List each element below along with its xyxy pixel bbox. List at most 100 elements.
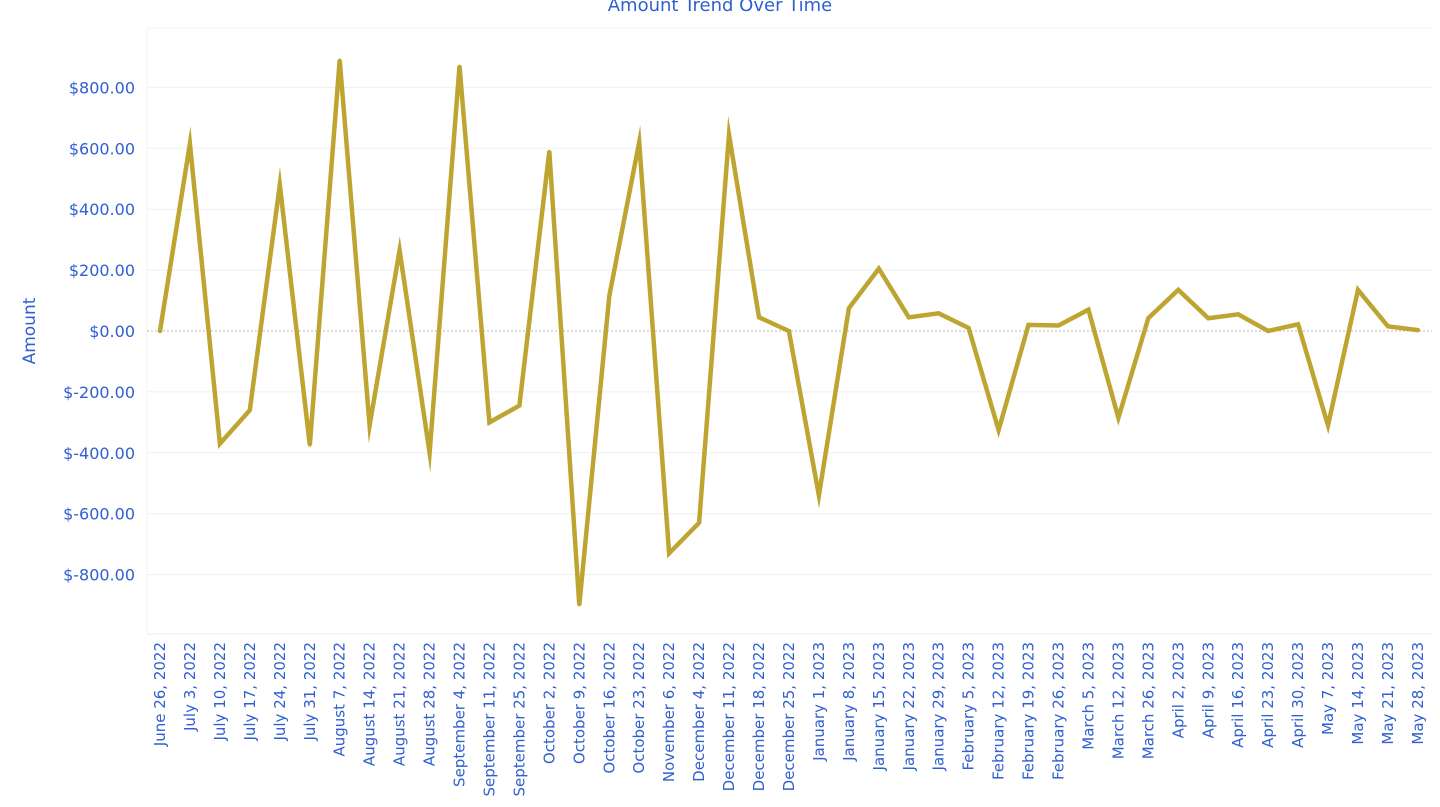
x-tick-label: May 14, 2023: [1349, 642, 1367, 745]
data-point: [428, 451, 432, 455]
x-tick-label: May 21, 2023: [1379, 642, 1397, 745]
x-tick-label: January 1, 2023: [810, 642, 828, 762]
x-tick-label: March 12, 2023: [1109, 642, 1127, 759]
data-point: [248, 408, 252, 412]
data-point: [1176, 288, 1180, 292]
x-tick-label: December 18, 2022: [750, 642, 768, 791]
data-point: [937, 311, 941, 315]
data-point: [338, 58, 342, 62]
x-tick-label: December 4, 2022: [690, 642, 708, 782]
data-point: [727, 133, 731, 137]
x-tick-label: August 14, 2022: [361, 642, 379, 766]
data-point: [1116, 416, 1120, 420]
data-point: [607, 294, 611, 298]
x-tick-label: May 28, 2023: [1409, 642, 1427, 745]
data-point: [997, 428, 1001, 432]
y-tick-label: $-600.00: [63, 505, 135, 524]
x-tick-label: June 26, 2022: [151, 642, 169, 747]
data-point: [188, 142, 192, 146]
x-tick-label: January 29, 2023: [930, 642, 948, 771]
data-point: [517, 404, 521, 408]
data-point: [1416, 328, 1420, 332]
data-point: [1326, 423, 1330, 427]
series-amount: [157, 58, 1421, 607]
data-point: [1206, 316, 1210, 320]
x-tick-label: December 11, 2022: [720, 642, 738, 791]
x-tick-label: April 16, 2023: [1229, 642, 1247, 748]
x-tick-label: February 5, 2023: [960, 642, 978, 771]
data-point: [907, 315, 911, 319]
y-tick-label: $-200.00: [63, 383, 135, 402]
data-point: [547, 149, 551, 153]
x-tick-label: September 4, 2022: [451, 642, 469, 787]
y-axis-ticks: $800.00 $600.00 $400.00 $200.00 $0.00 $-200.0…: [63, 78, 135, 584]
data-point: [577, 603, 581, 607]
x-tick-label: October 2, 2022: [540, 642, 558, 764]
x-tick-label: November 6, 2022: [660, 642, 678, 782]
y-tick-label: $-800.00: [63, 566, 135, 585]
y-tick-label: $600.00: [69, 139, 135, 158]
y-tick-label: $400.00: [69, 200, 135, 219]
data-point: [487, 420, 491, 424]
data-point: [1236, 312, 1240, 316]
x-tick-label: July 17, 2022: [241, 642, 259, 742]
x-tick-label: March 5, 2023: [1079, 642, 1097, 750]
x-tick-label: September 25, 2022: [510, 642, 528, 796]
x-tick-label: February 19, 2023: [1020, 642, 1038, 780]
data-point: [308, 443, 312, 447]
x-tick-label: July 3, 2022: [181, 642, 199, 732]
y-tick-label: $-400.00: [63, 444, 135, 463]
data-point: [1296, 322, 1300, 326]
data-point: [368, 423, 372, 427]
data-point: [637, 140, 641, 144]
x-tick-label: July 31, 2022: [301, 642, 319, 742]
x-tick-label: February 12, 2023: [990, 642, 1008, 780]
x-tick-label: January 8, 2023: [840, 642, 858, 762]
data-point: [278, 183, 282, 187]
chart-title: Amount Trend Over Time: [608, 0, 833, 16]
y-axis-title: Amount: [20, 297, 40, 364]
x-tick-label: April 23, 2023: [1259, 642, 1277, 748]
x-tick-label: August 21, 2022: [391, 642, 409, 766]
x-tick-label: January 22, 2023: [900, 642, 918, 771]
x-axis-ticks: June 26, 2022 July 3, 2022 July 10, 2022 Ju…: [151, 642, 1427, 796]
data-point: [847, 306, 851, 310]
x-tick-label: August 28, 2022: [421, 642, 439, 766]
data-point: [1266, 329, 1270, 333]
data-point: [458, 64, 461, 68]
x-tick-label: April 30, 2023: [1289, 642, 1307, 748]
data-point: [1146, 316, 1150, 320]
series-line: [157, 59, 1421, 606]
y-tick-label: $200.00: [69, 261, 135, 280]
x-tick-label: May 7, 2023: [1319, 642, 1337, 735]
data-point: [787, 329, 791, 333]
x-tick-label: April 9, 2023: [1199, 642, 1217, 738]
data-point: [398, 248, 402, 252]
x-tick-label: October 16, 2022: [600, 642, 618, 774]
x-tick-label: February 26, 2023: [1050, 642, 1068, 780]
x-tick-label: July 10, 2022: [211, 642, 229, 742]
x-tick-label: January 15, 2023: [870, 642, 888, 771]
x-tick-label: December 25, 2022: [780, 642, 798, 791]
x-tick-label: October 9, 2022: [570, 642, 588, 764]
gridlines: [146, 27, 1432, 635]
data-point: [667, 551, 671, 555]
data-point: [757, 315, 761, 319]
data-point: [1057, 324, 1060, 327]
x-tick-label: October 23, 2022: [630, 642, 648, 774]
y-tick-label: $0.00: [89, 322, 135, 341]
data-point: [218, 442, 222, 446]
data-point: [877, 267, 881, 271]
data-point: [158, 329, 162, 333]
data-point: [1386, 324, 1390, 328]
data-point: [697, 521, 701, 525]
x-tick-label: September 11, 2022: [480, 642, 498, 796]
data-point: [967, 326, 971, 330]
y-tick-label: $800.00: [69, 78, 135, 97]
data-point: [1086, 308, 1090, 312]
data-point: [1027, 323, 1030, 327]
x-tick-label: April 2, 2023: [1169, 642, 1187, 738]
x-tick-label: July 24, 2022: [271, 642, 289, 742]
x-tick-label: March 26, 2023: [1139, 642, 1157, 759]
